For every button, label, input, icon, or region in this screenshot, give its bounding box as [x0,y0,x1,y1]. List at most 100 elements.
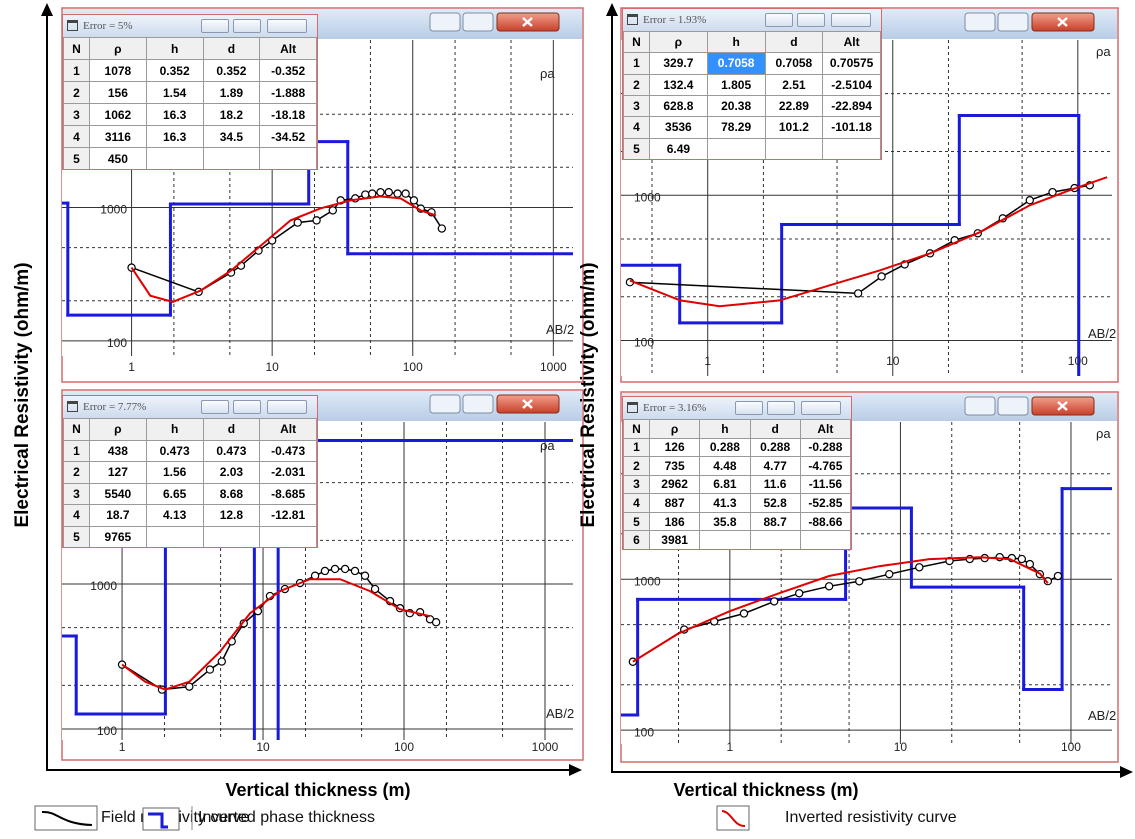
table-cell: 22.89 [764,94,824,118]
corner-label: ρa [1096,426,1111,441]
header-cell: Alt [259,37,317,60]
window-button [267,400,307,414]
header-cell: N [63,37,90,60]
header-cell: h [706,30,766,54]
table-cell: 18.7 [89,504,147,527]
field-point [370,584,380,594]
field-point [384,188,393,197]
row-number: 1 [623,437,650,458]
row-number: 3 [623,94,650,118]
field-point [1053,571,1063,581]
table-cell: 0.473 [145,439,204,462]
y-tick-label: 100 [97,724,117,738]
header-cell: Alt [822,30,881,54]
table-row: 5 186 35.8 88.7 -88.66 [623,511,851,532]
row-number: 1 [63,439,90,462]
table-cell: 34.5 [202,125,261,148]
header-cell: d [764,30,824,54]
table-cell [799,530,851,549]
table-cell: -18.18 [259,103,317,126]
window-button [735,401,763,415]
row-number: 5 [63,147,90,169]
y-tick-label: 1000 [90,579,117,593]
table-cell: 0.352 [202,59,261,82]
table-row: 2 127 1.56 2.03 -2.031 [63,461,317,484]
table-row: 6 3981 [623,530,851,549]
field-point [205,665,215,674]
table-row: 2 156 1.54 1.89 -1.888 [63,81,317,104]
field-point [739,609,749,618]
row-number: 4 [63,125,90,148]
field-point [437,224,447,233]
table-cell: 2.03 [202,461,261,484]
inverted-curve [629,176,1108,308]
header-cell: N [63,418,90,441]
window-button [765,13,793,27]
x-tick-label: 10 [886,354,900,368]
x-tick-label: 10 [894,740,908,754]
inverted-curve [121,578,431,691]
y-tick-label: 100 [107,336,127,350]
header-cell: ρ [89,37,147,60]
arrow-head [606,3,618,16]
inverted-curve [632,556,1049,663]
y-tick-label: 1000 [634,190,661,204]
field-point [393,189,402,198]
table-cell: -52.85 [799,493,851,513]
maximize-button [462,12,494,32]
row-number: 4 [623,116,650,139]
table-cell: -22.894 [822,94,881,118]
field-point [770,597,779,606]
table-row: 4 887 41.3 52.8 -52.85 [623,493,851,513]
maximize-button [462,394,494,414]
table-cell [145,147,204,169]
table-cell: 16.3 [145,125,204,148]
window-button [201,400,229,414]
y-tick-label: 1000 [100,203,127,217]
table-row: 5 6.49 [623,137,881,159]
maximize-button [997,12,1029,32]
row-number: 3 [63,103,90,126]
table-cell: -1.888 [259,81,317,104]
window-button [233,400,261,414]
y-axis-title: Electrical Resistivity (ohm/m) [12,262,33,527]
field-point [312,216,321,225]
table-row: 3 5540 6.65 8.68 -8.685 [63,482,317,505]
x-tick-label: 1 [119,740,126,754]
window-button [233,19,261,33]
window-icon [627,14,638,25]
field-point [1025,196,1034,205]
x-axis-title: Vertical thickness (m) [673,780,858,800]
table-titlebar: Error = 5% [63,15,317,37]
table-cell: 126 [648,437,701,458]
row-number: 2 [63,461,90,484]
table-cell: -88.66 [799,511,851,532]
field-point [350,566,360,576]
table-cell [699,530,751,549]
table-cell: 1078 [89,59,147,82]
field-point [330,564,340,574]
row-number: 4 [623,493,650,513]
minimize-button [964,396,996,416]
x-tick-label: 100 [394,740,414,754]
field-point [340,564,350,574]
y-axis-title: Electrical Resistivity (ohm/m) [578,262,599,527]
minimize-button [429,394,461,414]
field-point [855,577,864,586]
field-point [328,206,338,215]
x-tick-label: 1 [727,740,734,754]
table-cell: 0.352 [145,59,204,82]
arrow-head [569,764,582,776]
legend-label: Inverted resistivity curve [785,809,957,826]
table-cell: 156 [89,81,147,104]
table-row: 4 3116 16.3 34.5 -34.52 [63,125,317,148]
table-row: 3 628.8 20.38 22.89 -22.894 [623,94,881,118]
window-button [801,401,841,415]
